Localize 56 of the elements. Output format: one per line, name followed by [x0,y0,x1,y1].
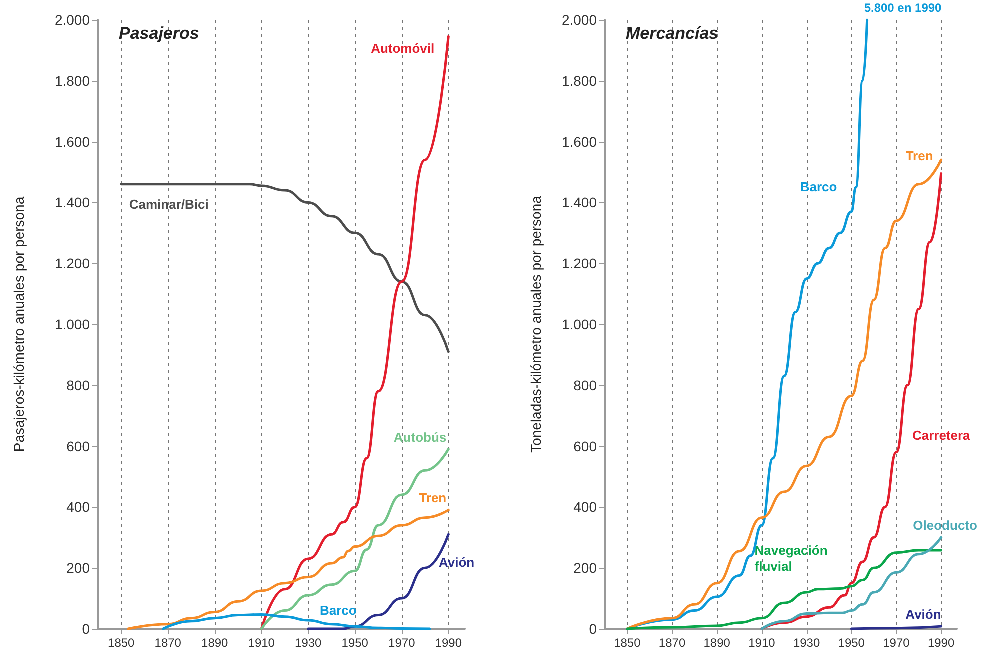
y-tick-label: 1.200 [54,256,90,272]
y-tick-label: 2.000 [54,12,90,28]
y-tick-label: 600 [574,438,598,454]
y-tick-label: 400 [574,499,598,516]
series-label: Automóvil [371,41,435,56]
y-tick-label: 1.600 [54,134,90,150]
y-tick-label: 1.400 [54,194,90,211]
series-label: Tren [906,148,934,164]
series-label: Avión [438,555,475,570]
y-tick-label: 1.400 [562,194,598,211]
series-label: Navegación fluvial [754,542,832,574]
y-axis-title: Toneladas-kilómetro anuales por persona [528,196,544,453]
y-tick-label: 2.000 [562,12,598,28]
x-tick-label: 1950 [838,636,866,650]
x-tick-label: 1890 [202,636,229,650]
y-tick-label: 800 [574,377,598,394]
x-tick-label: 1990 [435,636,462,650]
x-tick-label: 1850 [108,636,136,650]
chart-title: Pasajeros [119,24,200,43]
y-axis-title: Pasajeros-kilómetro anuales por persona [11,196,27,452]
x-tick-label: 1890 [704,636,731,650]
line-series [120,183,450,354]
y-tick-label: 1.600 [562,134,598,150]
y-tick-label: 200 [574,560,598,576]
x-tick-label: 1990 [928,636,955,650]
x-tick-label: 1970 [883,636,910,650]
y-tick-label: 1.000 [54,316,90,332]
series-label: Tren [419,490,447,506]
x-tick-label: 1930 [793,636,820,650]
y-tick-label: 1.200 [562,256,598,272]
series-label: Caminar/Bici [129,196,209,212]
y-tick-label: 600 [66,438,90,454]
x-tick-label: 1870 [154,636,182,650]
x-tick-label: 1910 [748,636,776,650]
y-tick-label: 1.000 [562,316,598,332]
text: 5.800 en 1990 [864,1,942,15]
x-tick-label: 1950 [342,636,369,650]
series-label: Carretera [912,428,972,443]
y-tick-label: 200 [66,560,90,576]
y-tick-label: 400 [66,499,90,516]
series-label: Avión [906,607,942,622]
y-tick-label: 1.800 [562,72,598,89]
y-tick-label: 1.800 [54,72,90,89]
series-label: Barco [320,602,357,618]
x-tick-label: 1870 [658,636,686,650]
chart-title: Mercancías [626,24,719,43]
series-label: Oleoducto [913,518,978,534]
y-tick-label: 0 [589,621,598,637]
series-label: Barco [800,179,838,194]
x-tick-label: 1850 [614,636,642,650]
x-tick-label: 1910 [248,636,276,650]
x-tick-label: 1930 [295,636,322,650]
series-label: Autobús [394,430,447,445]
y-tick-label: 0 [82,621,90,637]
y-tick-label: 800 [66,377,90,394]
x-tick-label: 1970 [388,636,416,650]
